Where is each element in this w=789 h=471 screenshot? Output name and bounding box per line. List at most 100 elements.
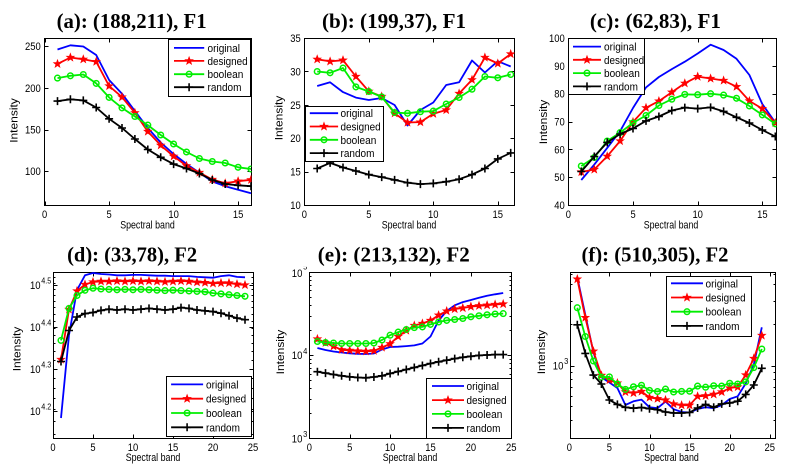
svg-text:random: random xyxy=(208,82,242,94)
svg-text:15: 15 xyxy=(425,442,436,454)
svg-text:random: random xyxy=(467,423,501,435)
svg-text:10: 10 xyxy=(385,442,396,454)
svg-text:10: 10 xyxy=(292,434,303,446)
svg-text:80: 80 xyxy=(554,89,565,101)
svg-text:10: 10 xyxy=(30,364,41,376)
svg-text:original: original xyxy=(706,278,739,290)
svg-text:boolean: boolean xyxy=(208,69,244,81)
svg-text:designed: designed xyxy=(206,394,246,406)
svg-text:Spectral band: Spectral band xyxy=(126,452,181,464)
svg-text:5: 5 xyxy=(631,209,636,221)
svg-text:boolean: boolean xyxy=(206,408,242,420)
svg-text:25: 25 xyxy=(506,442,517,454)
svg-text:10: 10 xyxy=(30,406,41,418)
svg-text:150: 150 xyxy=(25,125,41,137)
svg-text:10: 10 xyxy=(30,280,41,292)
svg-text:5: 5 xyxy=(90,442,95,454)
svg-text:Intensity: Intensity xyxy=(538,99,550,144)
svg-text:boolean: boolean xyxy=(706,307,742,319)
svg-text:4: 4 xyxy=(303,347,308,356)
svg-text:(a): (188,211), F1: (a): (188,211), F1 xyxy=(57,9,207,33)
svg-text:0: 0 xyxy=(307,442,312,454)
svg-text:40: 40 xyxy=(554,200,565,212)
svg-text:5: 5 xyxy=(107,209,112,221)
svg-text:Intensity: Intensity xyxy=(275,329,287,374)
svg-text:designed: designed xyxy=(208,56,248,68)
svg-text:70: 70 xyxy=(554,117,565,129)
svg-text:10: 10 xyxy=(644,442,655,454)
svg-text:Spectral band: Spectral band xyxy=(644,220,699,232)
svg-text:50: 50 xyxy=(554,172,565,184)
svg-text:30: 30 xyxy=(290,66,301,78)
svg-text:0: 0 xyxy=(50,442,55,454)
svg-text:10: 10 xyxy=(428,209,439,221)
svg-text:15: 15 xyxy=(757,209,768,221)
svg-text:5: 5 xyxy=(303,263,308,272)
svg-text:0: 0 xyxy=(566,209,571,221)
svg-text:(f): (510,305), F2: (f): (510,305), F2 xyxy=(582,243,729,267)
svg-text:random: random xyxy=(341,148,375,160)
svg-text:10: 10 xyxy=(292,350,303,362)
svg-text:designed: designed xyxy=(467,395,507,407)
svg-text:random: random xyxy=(206,422,240,434)
svg-text:100: 100 xyxy=(25,166,41,178)
svg-text:Intensity: Intensity xyxy=(273,95,285,140)
svg-text:4.5: 4.5 xyxy=(41,277,51,286)
svg-text:20: 20 xyxy=(466,442,477,454)
svg-text:25: 25 xyxy=(290,100,301,112)
svg-text:random: random xyxy=(706,321,740,333)
svg-text:10: 10 xyxy=(128,442,139,454)
svg-text:15: 15 xyxy=(233,209,244,221)
svg-text:Spectral band: Spectral band xyxy=(383,452,438,464)
svg-text:10: 10 xyxy=(692,209,703,221)
svg-text:15: 15 xyxy=(290,167,301,179)
svg-text:4.4: 4.4 xyxy=(41,319,51,328)
svg-text:35: 35 xyxy=(290,33,301,45)
svg-text:original: original xyxy=(208,43,241,55)
svg-text:200: 200 xyxy=(25,83,41,95)
svg-text:Intensity: Intensity xyxy=(536,329,548,374)
svg-text:5: 5 xyxy=(607,442,612,454)
svg-text:boolean: boolean xyxy=(467,409,503,421)
svg-text:(b): (199,37), F1: (b): (199,37), F1 xyxy=(322,9,466,33)
svg-text:Spectral band: Spectral band xyxy=(382,220,437,232)
svg-text:original: original xyxy=(341,108,374,120)
svg-text:0: 0 xyxy=(42,209,47,221)
svg-text:10: 10 xyxy=(290,200,301,212)
svg-text:Spectral band: Spectral band xyxy=(644,452,699,464)
svg-text:Spectral band: Spectral band xyxy=(120,220,175,232)
svg-text:3: 3 xyxy=(564,357,569,366)
svg-text:3: 3 xyxy=(303,430,308,439)
svg-text:designed: designed xyxy=(341,122,381,134)
svg-text:10: 10 xyxy=(168,209,179,221)
svg-text:(e): (213,132), F2: (e): (213,132), F2 xyxy=(318,243,470,267)
svg-text:20: 20 xyxy=(290,133,301,145)
svg-text:designed: designed xyxy=(706,293,746,305)
svg-text:designed: designed xyxy=(604,55,644,67)
svg-text:original: original xyxy=(604,42,637,54)
svg-text:original: original xyxy=(467,381,500,393)
svg-text:4.3: 4.3 xyxy=(41,361,51,370)
svg-text:10: 10 xyxy=(30,322,41,334)
svg-text:random: random xyxy=(604,81,638,93)
svg-text:15: 15 xyxy=(493,209,504,221)
svg-text:15: 15 xyxy=(684,442,695,454)
svg-text:0: 0 xyxy=(302,209,307,221)
svg-text:original: original xyxy=(206,379,239,391)
svg-text:10: 10 xyxy=(292,268,303,280)
svg-text:90: 90 xyxy=(554,61,565,73)
svg-text:15: 15 xyxy=(168,442,179,454)
svg-text:(c): (62,83), F1: (c): (62,83), F1 xyxy=(590,9,721,33)
svg-text:boolean: boolean xyxy=(341,135,377,147)
svg-text:60: 60 xyxy=(554,144,565,156)
svg-text:20: 20 xyxy=(724,442,735,454)
svg-text:100: 100 xyxy=(549,33,565,45)
svg-text:Intensity: Intensity xyxy=(12,326,24,371)
svg-text:10: 10 xyxy=(553,361,564,373)
svg-text:5: 5 xyxy=(347,442,352,454)
svg-text:20: 20 xyxy=(208,442,219,454)
svg-text:25: 25 xyxy=(248,442,259,454)
svg-text:0: 0 xyxy=(567,442,572,454)
svg-text:Intensity: Intensity xyxy=(8,98,20,143)
svg-text:4.2: 4.2 xyxy=(41,403,51,412)
